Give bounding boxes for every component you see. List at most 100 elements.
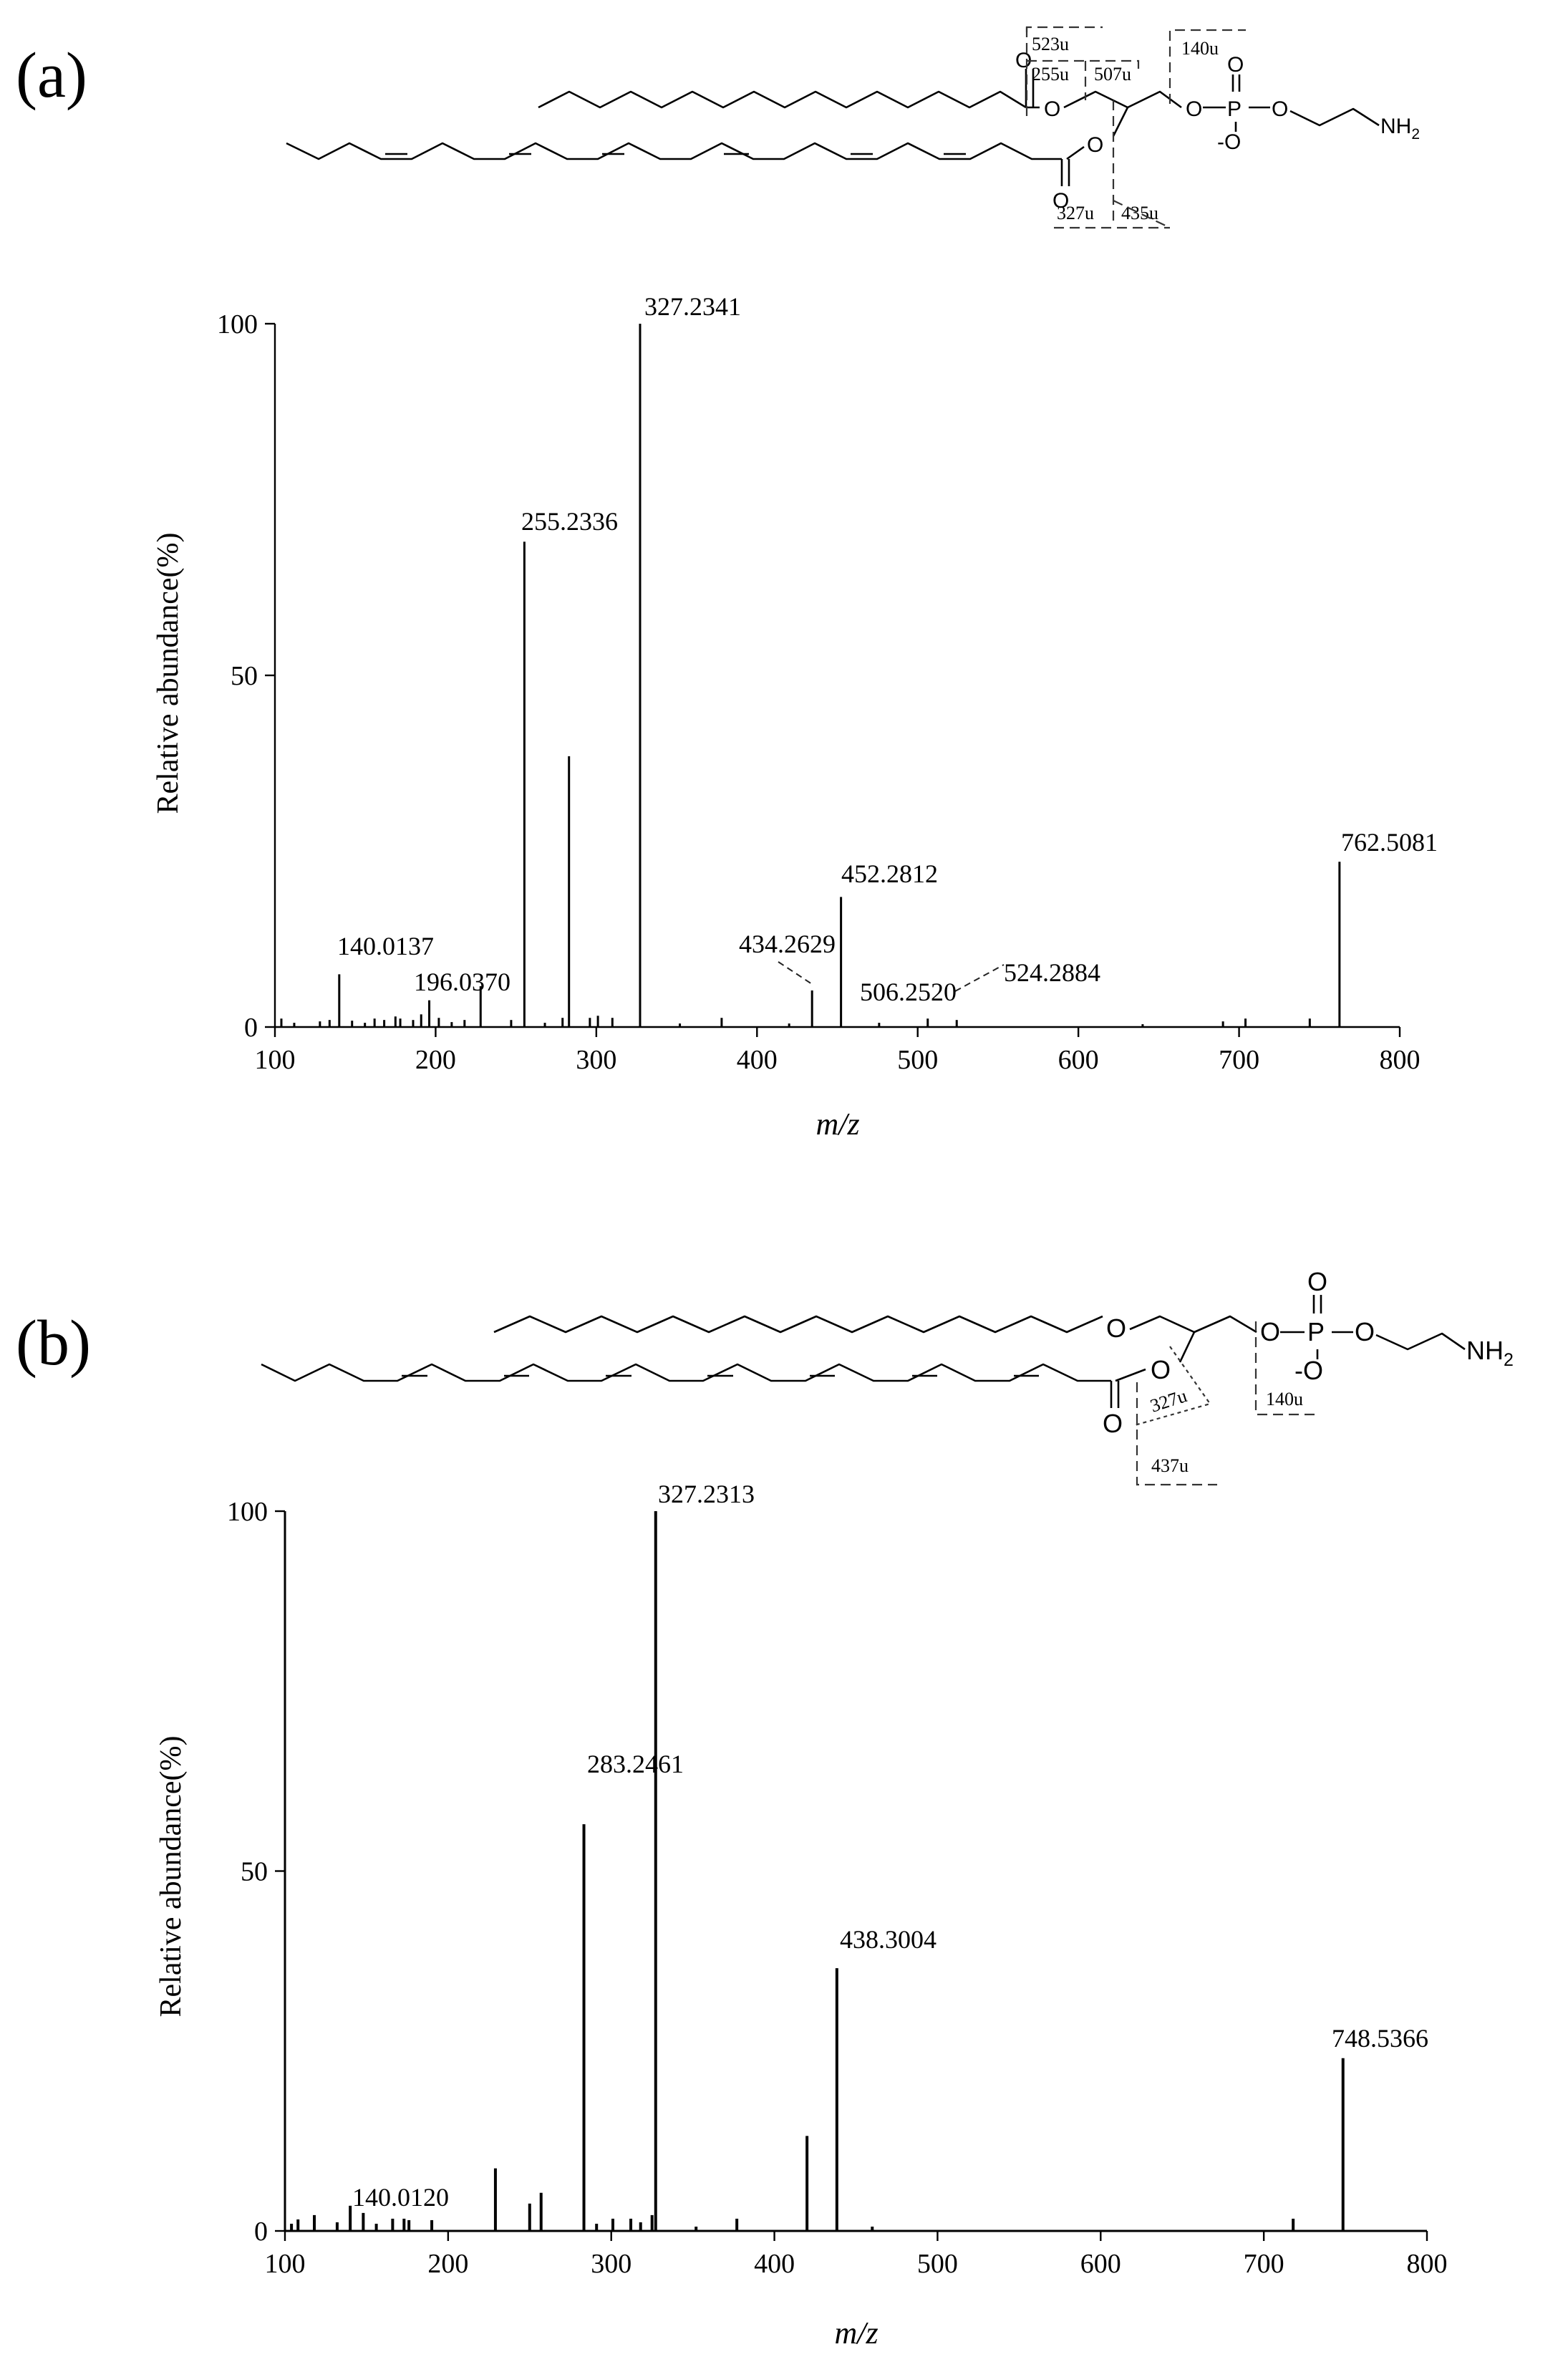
frag-437-b: 437u <box>1151 1455 1189 1476</box>
x-tick-label: 200 <box>415 1045 456 1075</box>
peak-label: 506.2520 <box>860 978 957 1006</box>
x-tick-label: 500 <box>897 1045 938 1075</box>
saturated-chain-a <box>538 90 1027 109</box>
glycerol-branch-a <box>1112 107 1129 137</box>
x-ticks-a: 100 200 300 400 500 600 700 800 <box>255 1027 1421 1075</box>
frag-140-a: 140u <box>1181 38 1219 59</box>
leader-line <box>778 961 813 985</box>
frag-255-a: 255u <box>1032 64 1069 85</box>
frag-327-b: 327u <box>1148 1385 1189 1417</box>
frag-507-a: 507u <box>1094 64 1131 85</box>
x-tick-label: 200 <box>427 2249 468 2279</box>
x-tick-label: 300 <box>576 1045 616 1075</box>
phos-o-a: O <box>1186 97 1202 121</box>
frag-box-437-b <box>1136 1382 1217 1486</box>
ester-o-a2: O <box>1087 133 1103 157</box>
p-atom-b: P <box>1307 1317 1325 1346</box>
dha-chain-b <box>261 1363 1111 1382</box>
peak-label: 283.2461 <box>587 1750 684 1778</box>
ethyl-a <box>1289 107 1380 127</box>
amine-a: NH2 <box>1380 115 1420 143</box>
peak-label: 452.2812 <box>841 859 938 888</box>
p-atom-a: P <box>1227 97 1242 121</box>
y-tick-label: 0 <box>244 1013 258 1043</box>
o-link-b: O <box>1355 1317 1375 1346</box>
frag-435-a: 435u <box>1121 203 1158 223</box>
peak-label: 524.2884 <box>1004 958 1100 987</box>
amine-b: NH2 <box>1466 1336 1514 1370</box>
x-tick-label: 100 <box>255 1045 296 1075</box>
ether-o-b: O <box>1106 1313 1126 1343</box>
frag-box-140-b <box>1254 1321 1315 1416</box>
phos-o-b: O <box>1260 1317 1280 1346</box>
glycerol-b <box>1129 1315 1257 1334</box>
dha-chain-a <box>286 142 1062 160</box>
panel-a: (a) O O O O P O -O O NH2 <box>16 26 1438 1142</box>
peak-labels-b: 327.2313 283.2461 438.3004 748.5366 140.0120 <box>352 1480 1428 2212</box>
peak-label: 748.5366 <box>1332 2024 1428 2053</box>
y-axis-label-b: Relative abundance(%) <box>155 1736 188 2018</box>
ethyl-b <box>1375 1332 1466 1351</box>
x-tick-label: 700 <box>1219 1045 1259 1075</box>
frag-327-a: 327u <box>1057 203 1094 223</box>
chart-b: 100 200 300 400 500 600 700 800 0 50 100 327.2313… <box>155 1480 1448 2351</box>
p-o-top-a: O <box>1227 53 1244 77</box>
x-tick-label: 800 <box>1380 1045 1421 1075</box>
carbonyl-o-a1: O <box>1015 49 1032 72</box>
y-tick-label: 100 <box>227 1497 268 1527</box>
frag-box-327-b <box>1134 1346 1211 1427</box>
panel-b: (b) O O O P O -O O NH2 <box>16 1267 1514 2351</box>
saturated-chain-b <box>493 1315 1103 1334</box>
x-tick-label: 600 <box>1058 1045 1099 1075</box>
peak-labels-a: 327.2341 255.2336 762.5081 452.2812 434.2629… <box>337 292 1438 1006</box>
y-tick-label: 50 <box>241 1857 268 1887</box>
frag-523-a: 523u <box>1032 34 1069 54</box>
panel-b-label: (b) <box>16 1308 91 1379</box>
ester-o-b: O <box>1151 1355 1171 1384</box>
ester-o-a1: O <box>1044 97 1060 121</box>
x-tick-label: 600 <box>1080 2249 1121 2279</box>
o-minus-a: -O <box>1217 130 1241 154</box>
frag-box-255-a <box>1027 59 1140 69</box>
y-axis-label-a: Relative abundance(%) <box>152 533 185 814</box>
o-minus-b: -O <box>1294 1356 1323 1385</box>
frag-140-b: 140u <box>1266 1389 1303 1409</box>
y-tick-label: 100 <box>217 309 258 339</box>
leader-line <box>954 964 1005 992</box>
x-tick-label: 400 <box>737 1045 778 1075</box>
panel-a-label: (a) <box>16 40 87 111</box>
dha-carbonyl-o-b: O <box>1103 1409 1123 1438</box>
y-ticks-b: 0 50 100 <box>227 1497 285 2247</box>
y-tick-label: 50 <box>231 661 258 691</box>
dha-ester-bond-a <box>1066 145 1085 160</box>
peak-label: 255.2336 <box>521 507 618 536</box>
x-tick-label: 100 <box>265 2249 306 2279</box>
glycerol-branch-b <box>1179 1331 1196 1363</box>
peak-label: 327.2341 <box>644 292 741 321</box>
x-tick-label: 500 <box>917 2249 958 2279</box>
x-tick-label: 400 <box>754 2249 795 2279</box>
peaks-a <box>280 324 1341 1027</box>
frag-box-140-a <box>1168 29 1246 104</box>
peaks-b <box>290 1511 1345 2231</box>
y-ticks-a: 0 50 100 <box>217 309 275 1043</box>
dha-carbonyl-o-a: O <box>1052 189 1069 213</box>
peak-label: 196.0370 <box>414 968 510 996</box>
frag-line-435-a <box>1113 200 1171 228</box>
p-o-top-b: O <box>1307 1267 1327 1296</box>
structure-b: O O O P O -O O NH2 <box>261 1267 1514 1486</box>
peak-label: 434.2629 <box>739 930 836 958</box>
x-tick-label: 300 <box>591 2249 631 2279</box>
peak-label: 762.5081 <box>1341 828 1438 857</box>
peak-label: 327.2313 <box>658 1480 755 1508</box>
x-axis-label-a: m/z <box>816 1107 859 1142</box>
y-tick-label: 0 <box>254 2217 268 2247</box>
peak-label: 140.0120 <box>352 2183 449 2212</box>
peak-label: 140.0137 <box>337 932 434 960</box>
x-ticks-b: 100 200 300 400 500 600 700 800 <box>265 2231 1448 2279</box>
peak-label: 438.3004 <box>840 1925 937 1954</box>
o-link-a: O <box>1272 97 1288 121</box>
leader-lines-a <box>778 961 1005 992</box>
dha-ester-bond-b <box>1115 1368 1146 1382</box>
